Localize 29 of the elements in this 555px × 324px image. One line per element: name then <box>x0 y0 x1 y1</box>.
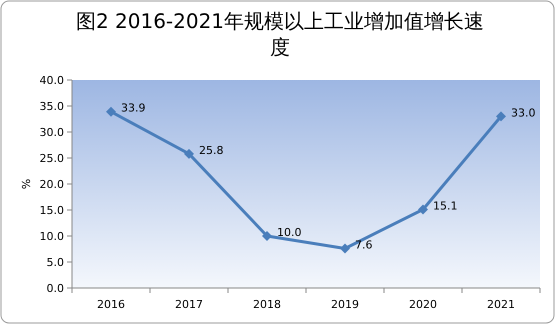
data-label: 33.9 <box>121 102 146 115</box>
point <box>106 106 116 117</box>
data-label: 15.1 <box>433 199 458 212</box>
x-tick-label: 2020 <box>409 298 437 311</box>
x-tick-label: 2021 <box>487 298 515 311</box>
y-tick-label: 15.0 <box>40 204 64 217</box>
y-tick-label: 40.0 <box>40 74 64 87</box>
x-tick-label: 2016 <box>97 298 125 311</box>
y-tick-label: 0.0 <box>46 282 64 295</box>
y-tick-label: 20.0 <box>40 178 64 191</box>
data-label: 7.6 <box>355 238 372 252</box>
point <box>496 111 506 122</box>
data-label: 25.8 <box>199 144 224 157</box>
point <box>340 243 350 254</box>
x-tick-label: 2018 <box>253 298 281 311</box>
data-label: 33.0 <box>511 106 536 120</box>
point <box>418 204 428 214</box>
y-tick-label: 5.0 <box>46 256 64 269</box>
chart-title: 图2 2016-2021年规模以上工业增加值增长速度 <box>74 8 486 60</box>
y-tick-label: 35.0 <box>40 100 64 113</box>
y-axis-title: % <box>20 178 33 190</box>
y-tick-label: 30.0 <box>40 126 64 139</box>
point <box>262 231 272 241</box>
y-tick-label: 10.0 <box>40 230 64 243</box>
x-tick-label: 2017 <box>175 298 203 311</box>
point <box>184 148 194 159</box>
x-tick-label: 2019 <box>331 298 359 311</box>
data-label: 10.0 <box>277 226 302 239</box>
y-tick-label: 25.0 <box>40 152 64 165</box>
